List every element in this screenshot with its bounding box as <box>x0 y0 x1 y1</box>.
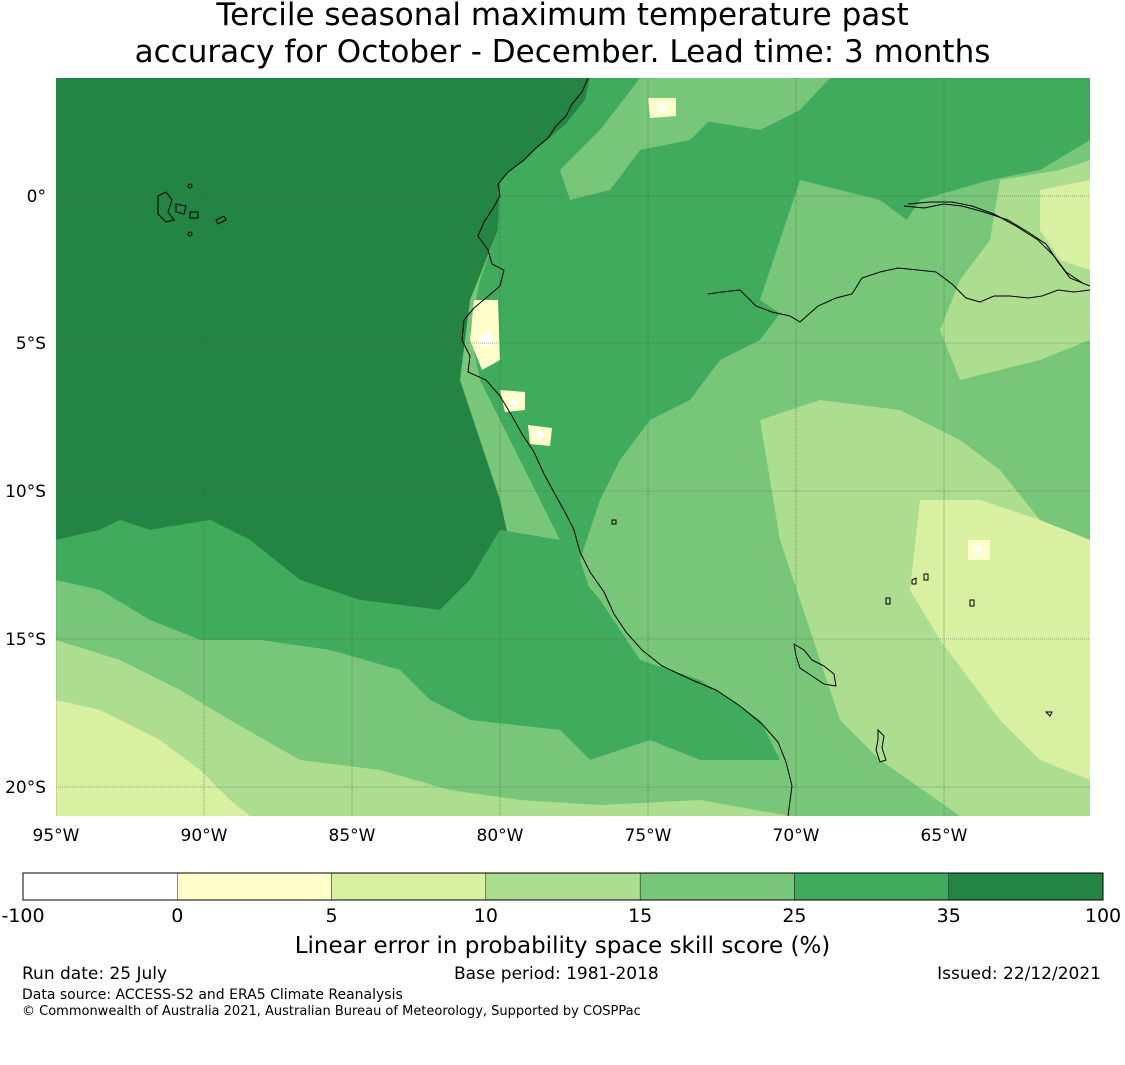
issued-date: Issued: 22/12/2021 <box>937 964 1101 984</box>
colorbar-tick-label: 25 <box>782 905 806 927</box>
lon-tick-label: 85°W <box>329 826 376 846</box>
graticule <box>56 78 1090 816</box>
colorbar-label: Linear error in probability space skill … <box>294 933 831 959</box>
chart-title-line-1: Tercile seasonal maximum temperature pas… <box>216 0 909 33</box>
colorbar-tick-label: 0 <box>171 905 183 927</box>
run-date: Run date: 25 July <box>22 964 168 984</box>
colorbar-tick-label: 5 <box>326 905 338 927</box>
amazon-river <box>707 267 1090 323</box>
colorbar-segment <box>639 872 795 901</box>
lat-tick-label: 0° <box>27 187 46 207</box>
lon-tick-label: 65°W <box>921 826 968 846</box>
colorbar-segment <box>794 872 949 901</box>
peak-spot-3 <box>536 431 544 439</box>
lon-tick-label: 80°W <box>477 826 524 846</box>
lat-tick-label: 20°S <box>5 778 46 798</box>
colorbar-frame <box>22 872 1104 901</box>
colorbar-segment <box>948 872 1104 901</box>
ocean-band-35 <box>56 520 780 760</box>
small-lakes <box>611 519 1053 717</box>
lat-tick-label: 10°S <box>5 482 46 502</box>
lon-tick-label: 75°W <box>625 826 672 846</box>
lat-tick-label: 5°S <box>16 334 46 354</box>
lon-tick-label: 95°W <box>33 826 80 846</box>
peak-spot-5 <box>974 545 982 553</box>
land-band-35 <box>470 78 1090 660</box>
axis-labels: 95°W 90°W 85°W 80°W 75°W 70°W 65°W 0° 5°S 10°S 15°… <box>5 187 968 846</box>
interior-band-10 <box>910 500 1090 780</box>
colorbar-segment <box>485 872 641 901</box>
colorbar-segment <box>22 872 178 901</box>
data-source: Data source: ACCESS-S2 and ERA5 Climate … <box>22 987 403 1003</box>
base-period: Base period: 1981-2018 <box>454 964 659 984</box>
peak-spot-4 <box>658 103 666 111</box>
galapagos-islands <box>157 183 227 237</box>
peak-spot-2 <box>510 398 518 406</box>
lake-poopo <box>875 728 887 763</box>
ocean-high-skill-region <box>56 78 590 610</box>
chart-title-line-2: accuracy for October - December. Lead ti… <box>134 34 991 70</box>
colorbar-tick-label: -100 <box>1 905 44 927</box>
land-band-25-east <box>760 180 920 320</box>
colorbar-tick-label: 10 <box>474 905 498 927</box>
colorbar-tick-label: 35 <box>937 905 961 927</box>
peak-spot-1 <box>479 333 493 347</box>
colorbar-tick-label: 100 <box>1085 905 1121 927</box>
colorbar-tick-label: 15 <box>628 905 652 927</box>
ocean-band-15 <box>56 640 790 816</box>
colorbar-segment <box>331 872 487 901</box>
land-band-25 <box>560 78 720 200</box>
map-field <box>56 78 1090 816</box>
colorbar: -100 0 5 10 15 25 35 100 <box>1 872 1121 927</box>
lon-tick-label: 90°W <box>181 826 228 846</box>
northeast-band-10 <box>1040 180 1090 270</box>
coastline <box>461 78 793 816</box>
amazon-river-north-2 <box>907 201 1085 285</box>
copyright: © Commonwealth of Australia 2021, Austra… <box>22 1004 641 1019</box>
lon-tick-label: 70°W <box>773 826 820 846</box>
lat-tick-label: 15°S <box>5 630 46 650</box>
lake-titicaca <box>793 643 837 687</box>
colorbar-segment <box>177 872 332 901</box>
